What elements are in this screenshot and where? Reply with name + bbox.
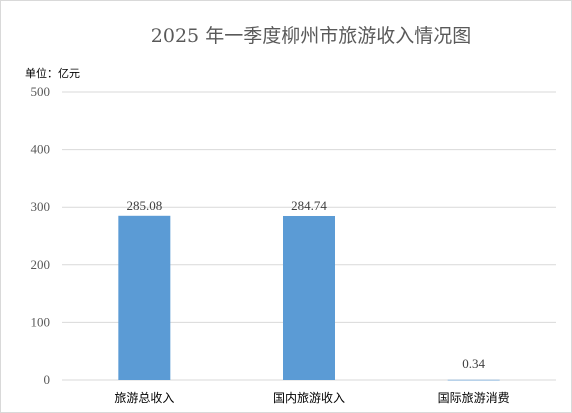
bar	[118, 215, 171, 380]
y-tick-label: 500	[31, 84, 51, 99]
y-tick-label: 0	[44, 372, 51, 387]
y-tick-label: 400	[31, 142, 51, 157]
bar	[283, 215, 335, 380]
x-category-label: 国际旅游消费	[438, 391, 510, 405]
chart-title: 2025 年一季度柳州市旅游收入情况图	[150, 25, 472, 47]
x-category-label: 国内旅游收入	[273, 391, 345, 405]
x-category-label: 旅游总收入	[114, 391, 174, 405]
y-tick-label: 100	[31, 314, 51, 329]
data-label: 0.34	[462, 356, 485, 371]
data-label: 285.08	[126, 198, 162, 213]
y-tick-label: 200	[31, 257, 51, 272]
data-label: 284.74	[291, 198, 327, 213]
unit-label: 单位：亿元	[25, 67, 80, 80]
y-tick-label: 300	[31, 199, 51, 214]
bar	[447, 379, 500, 381]
